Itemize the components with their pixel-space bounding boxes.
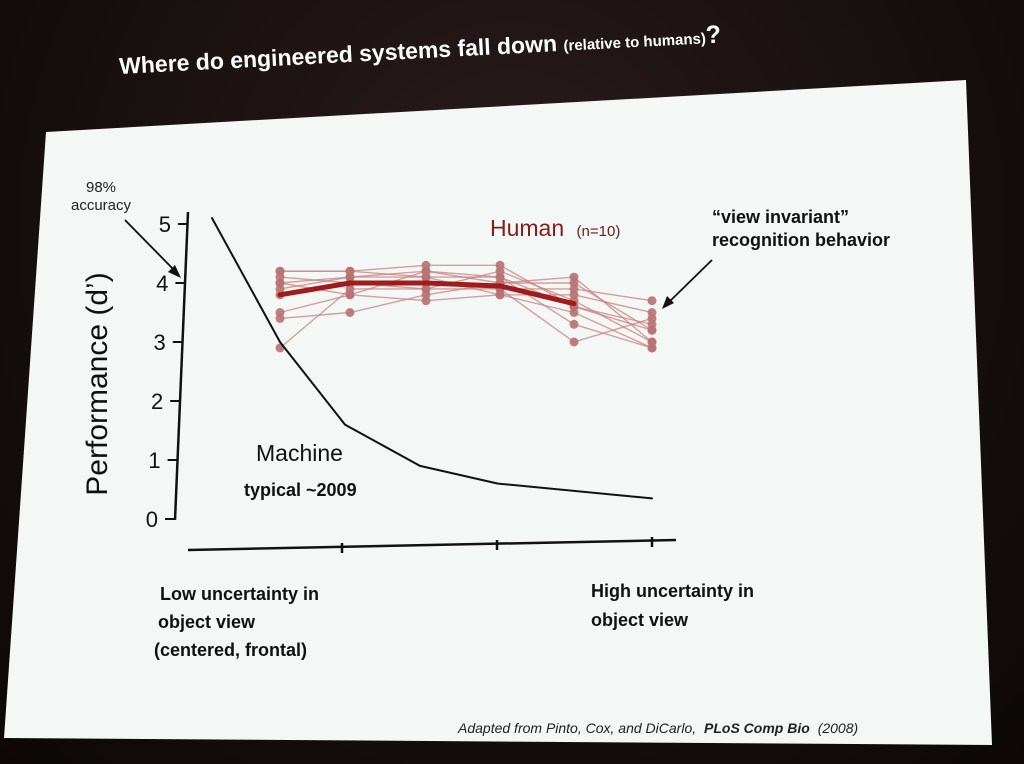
human-subject-point (495, 290, 505, 300)
slide-panel (4, 80, 992, 745)
human-label-text: Human (490, 215, 564, 241)
human-n-text: (n=10) (577, 223, 621, 240)
human-subject-point (647, 337, 657, 347)
human-subject-point (275, 278, 285, 288)
citation-year: (2008) (818, 720, 858, 736)
human-subject-point (345, 308, 355, 317)
human-subject-point (421, 284, 431, 294)
x-high-label-line2: object view (591, 610, 689, 630)
human-subject-line (279, 270, 653, 325)
human-subject-point (345, 290, 355, 300)
x-tick-group (340, 537, 654, 553)
y-tick-label: 2 (151, 389, 163, 414)
human-subject-point (345, 266, 355, 276)
human-subject-point (569, 319, 579, 329)
y-axis-label: Performance (d’) (81, 272, 114, 495)
human-subject-point (647, 319, 657, 329)
human-subject-point (569, 337, 579, 347)
x-low-label-line1: Low uncertainty in (160, 584, 319, 604)
y-tick-label: 5 (159, 212, 171, 237)
invariant-label-line1: “view invariant” (712, 207, 849, 227)
y-tick-label: 1 (148, 448, 160, 473)
human-subject-point (275, 266, 285, 276)
accuracy-label-line1: 98% (86, 179, 116, 196)
machine-sublabel: typical ~2009 (244, 480, 357, 500)
series-group (211, 217, 653, 500)
human-label: Human (n=10) (490, 215, 620, 241)
invariant-arrow (667, 259, 713, 304)
human-subject-line (279, 276, 653, 349)
x-axis (187, 538, 677, 552)
human-subject-point (569, 284, 579, 294)
citation-journal: PLoS Comp Bio (704, 720, 810, 736)
citation-prefix: Adapted from Pinto, Cox, and DiCarlo, (457, 720, 696, 736)
y-tick-label: 0 (146, 507, 158, 532)
accuracy-arrow-head (168, 265, 181, 278)
human-subject-point (421, 266, 431, 276)
citation: Adapted from Pinto, Cox, and DiCarlo, PL… (457, 720, 858, 736)
human-subject-point (275, 313, 285, 323)
human-subject-point (647, 296, 657, 306)
y-tick-label: 3 (154, 330, 166, 355)
accuracy-label-line2: accuracy (71, 197, 132, 214)
human-subject-point (495, 266, 505, 276)
x-low-label-line2: object view (158, 612, 256, 632)
y-tick-group: 0 1 2 3 4 5 (146, 212, 188, 532)
human-series-line (277, 280, 577, 307)
human-subject-line (279, 294, 653, 314)
y-tick-label: 4 (156, 271, 168, 296)
machine-series-line (211, 217, 653, 500)
x-low-label-line3: (centered, frontal) (154, 640, 307, 660)
invariant-arrow-head (662, 296, 674, 309)
human-subject-line (279, 288, 653, 349)
x-high-label-line1: High uncertainty in (591, 581, 754, 601)
y-axis (173, 211, 190, 521)
machine-label: Machine (256, 440, 343, 466)
accuracy-arrow (124, 219, 178, 274)
invariant-label-line2: recognition behavior (712, 230, 890, 250)
